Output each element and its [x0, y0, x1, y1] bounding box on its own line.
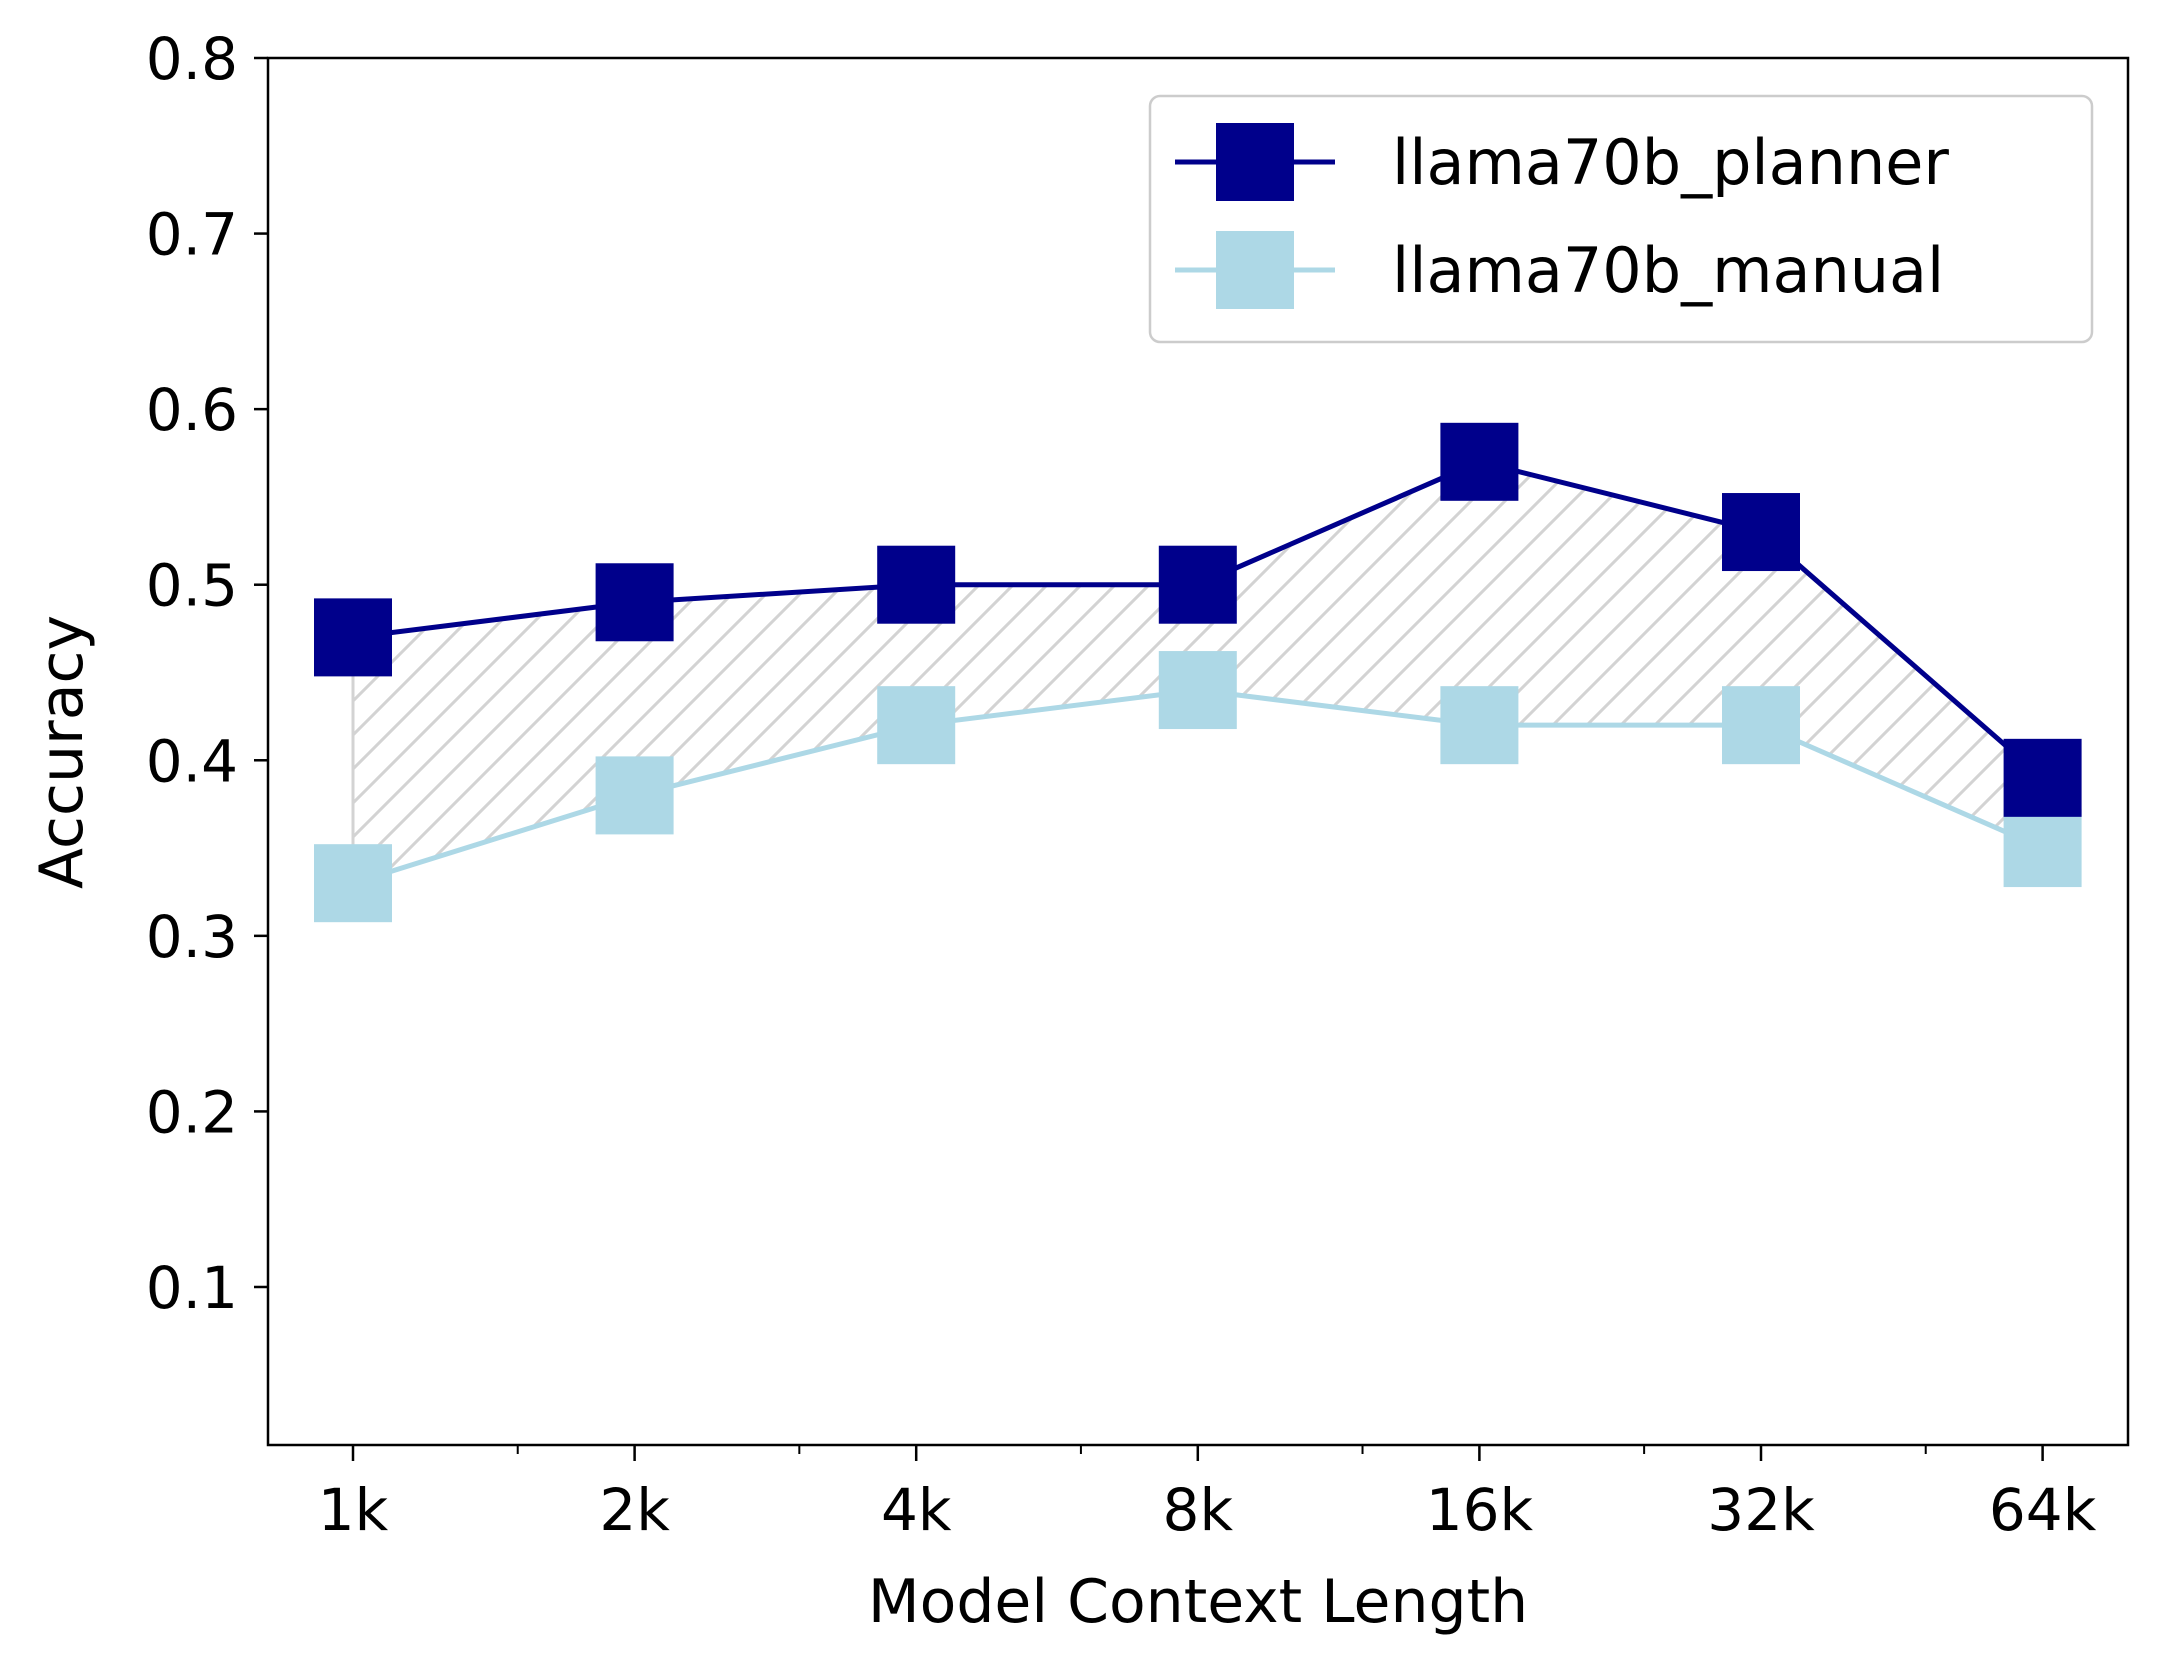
x-tick-label: 1k — [318, 1476, 389, 1544]
y-tick-label: 0.5 — [146, 552, 238, 620]
legend: llama70b_planner llama70b_manual — [1148, 94, 2094, 344]
x-tick-label: 32k — [1707, 1476, 1815, 1544]
y-tick-label: 0.8 — [146, 25, 238, 93]
marker-llama70b_planner-32k — [1722, 493, 1800, 572]
x-tick-label: 4k — [881, 1476, 952, 1544]
marker-llama70b_manual-8k — [1158, 651, 1237, 730]
y-tick-label: 0.4 — [146, 727, 238, 795]
y-tick-label: 0.1 — [146, 1254, 238, 1322]
marker-llama70b_planner-1k — [314, 598, 392, 677]
marker-llama70b_manual-64k — [2003, 809, 2082, 888]
marker-llama70b_manual-2k — [595, 756, 674, 835]
y-tick-label: 0.7 — [146, 201, 238, 269]
x-tick-label: 2k — [599, 1476, 670, 1544]
marker-llama70b_planner-2k — [595, 563, 674, 642]
marker-llama70b_planner-64k — [2003, 738, 2082, 817]
legend-label-llama70b_planner: llama70b_planner — [1392, 126, 1949, 199]
marker-llama70b_manual-1k — [314, 844, 392, 923]
marker-llama70b_manual-16k — [1440, 686, 1519, 765]
legend-marker-llama70b_manual — [1216, 231, 1294, 309]
y-tick-label: 0.2 — [146, 1078, 238, 1146]
x-axis-title: Model Context Length — [868, 1567, 1528, 1637]
y-tick-label: 0.3 — [146, 903, 238, 971]
legend-box — [1148, 94, 2094, 344]
plot-area — [314, 422, 2082, 923]
legend-marker-llama70b_planner — [1216, 123, 1294, 201]
marker-llama70b_manual-32k — [1722, 686, 1800, 765]
x-tick-label: 64k — [1989, 1476, 2097, 1544]
marker-llama70b_manual-4k — [877, 686, 956, 765]
marker-llama70b_planner-8k — [1158, 545, 1237, 624]
y-axis-title: Accuracy — [27, 615, 97, 889]
x-tick-label: 8k — [1163, 1476, 1234, 1544]
marker-llama70b_planner-16k — [1440, 422, 1519, 501]
legend-label-llama70b_manual: llama70b_manual — [1392, 234, 1944, 307]
y-tick-label: 0.6 — [146, 376, 238, 444]
x-tick-label: 16k — [1426, 1476, 1534, 1544]
axes: 0.1 0.2 0.3 0.4 0.5 0.6 0.7 0.8 1k 2k 4k 8k 16k 32k 64… — [27, 25, 2130, 1637]
marker-llama70b_planner-4k — [877, 545, 956, 624]
